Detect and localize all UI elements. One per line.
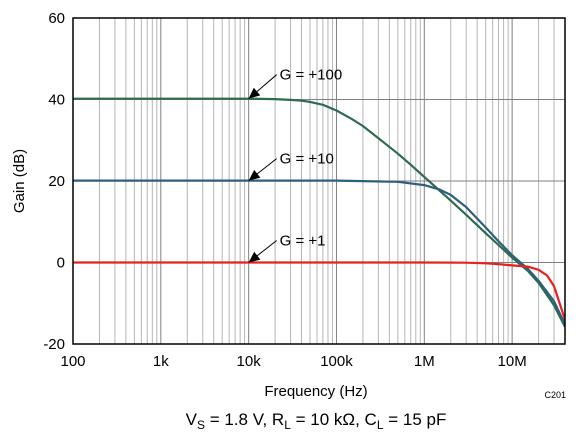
annotation-label: G = +1	[280, 233, 326, 250]
x-tick-label: 10M	[498, 353, 527, 370]
cond-part3: = 15 pF	[384, 410, 447, 429]
annotation-arrowhead	[248, 87, 261, 99]
y-tick-label: 0	[57, 255, 65, 272]
cond-sub-l2: L	[377, 418, 384, 432]
x-tick-label: 1M	[414, 353, 435, 370]
x-axis-title: Frequency (Hz)	[264, 383, 367, 400]
x-tick-labels: 100 1k 10k 100k 1M 10M	[60, 353, 526, 370]
annotation-arrowhead	[248, 169, 261, 181]
plot-frame	[72, 17, 566, 345]
x-tick-label: 100	[60, 353, 85, 370]
series-line-2	[73, 179, 565, 325]
cond-v: V	[186, 410, 198, 429]
y-tick-label: 40	[48, 92, 65, 109]
y-tick-label: 60	[48, 10, 65, 27]
series-layer	[73, 97, 565, 328]
cond-sub-l1: L	[284, 418, 291, 432]
x-tick-label: 100k	[320, 353, 353, 370]
y-tick-labels: -20 0 20 40 60	[43, 10, 65, 353]
x-tick-label: 10k	[237, 353, 262, 370]
series-line-1	[73, 97, 565, 328]
annotation-arrowhead	[248, 251, 261, 263]
x-tick-label: 1k	[153, 353, 169, 370]
y-axis-title: Gain (dB)	[11, 149, 28, 213]
figure-code: C201	[544, 390, 566, 400]
test-conditions: VS = 1.8 V, RL = 10 kΩ, CL = 15 pF	[186, 410, 447, 432]
cond-part2: = 10 kΩ, C	[291, 410, 377, 429]
series-line-3	[73, 261, 565, 320]
annotation-layer: G = +100 G = +10 G = +1	[248, 67, 343, 263]
cond-sub-s: S	[197, 418, 205, 432]
annotation-label: G = +100	[280, 67, 343, 84]
cond-part1: = 1.8 V, R	[205, 410, 284, 429]
y-tick-label: 20	[48, 173, 65, 190]
annotation-label: G = +10	[280, 151, 334, 168]
y-tick-label: -20	[43, 336, 65, 353]
